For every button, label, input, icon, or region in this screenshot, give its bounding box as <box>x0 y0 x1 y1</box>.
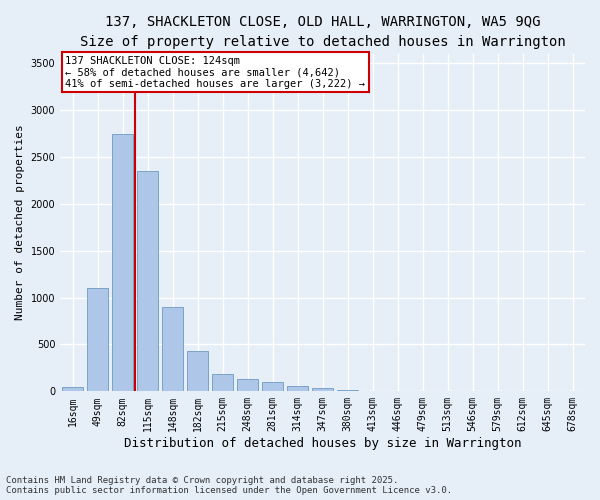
Bar <box>162 307 183 392</box>
X-axis label: Distribution of detached houses by size in Warrington: Distribution of detached houses by size … <box>124 437 521 450</box>
Bar <box>112 134 133 392</box>
Bar <box>187 351 208 392</box>
Bar <box>362 390 383 392</box>
Bar <box>287 386 308 392</box>
Y-axis label: Number of detached properties: Number of detached properties <box>15 124 25 320</box>
Bar <box>237 379 258 392</box>
Text: 137 SHACKLETON CLOSE: 124sqm
← 58% of detached houses are smaller (4,642)
41% of: 137 SHACKLETON CLOSE: 124sqm ← 58% of de… <box>65 56 365 88</box>
Bar <box>312 388 333 392</box>
Bar <box>62 386 83 392</box>
Bar <box>137 171 158 392</box>
Bar <box>262 382 283 392</box>
Bar <box>337 390 358 392</box>
Bar <box>87 288 108 392</box>
Title: 137, SHACKLETON CLOSE, OLD HALL, WARRINGTON, WA5 9QG
Size of property relative t: 137, SHACKLETON CLOSE, OLD HALL, WARRING… <box>80 15 565 48</box>
Text: Contains HM Land Registry data © Crown copyright and database right 2025.
Contai: Contains HM Land Registry data © Crown c… <box>6 476 452 495</box>
Bar <box>212 374 233 392</box>
